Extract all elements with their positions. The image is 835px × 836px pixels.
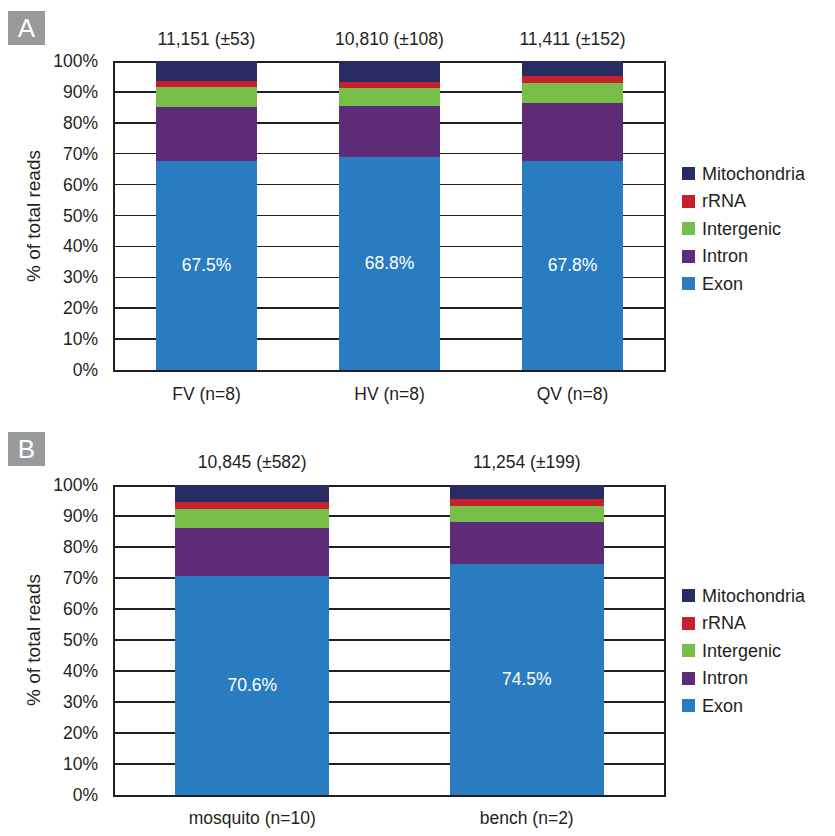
legend-label: Mitochondria bbox=[702, 587, 805, 605]
bar-hv-n-8: 68.8% bbox=[339, 61, 441, 370]
y-axis-tick: 10% bbox=[0, 329, 98, 349]
legend-label: Exon bbox=[702, 275, 743, 293]
intron-segment bbox=[156, 107, 258, 161]
intergenic-segment bbox=[339, 88, 441, 106]
rrna-swatch-icon bbox=[682, 195, 695, 208]
legend-item-mitochondria: Mitochondria bbox=[682, 582, 805, 610]
mitochondria-segment bbox=[156, 61, 258, 81]
legend-label: rRNA bbox=[702, 614, 746, 632]
legend-item-intron: Intron bbox=[682, 665, 805, 693]
x-axis-label-bench-n-2: bench (n=2) bbox=[480, 808, 574, 828]
y-axis-tick: 50% bbox=[0, 206, 98, 226]
y-axis-tick: 100% bbox=[0, 51, 98, 71]
exon-swatch-icon bbox=[682, 277, 695, 290]
y-axis-tick: 20% bbox=[0, 298, 98, 318]
rrna-segment bbox=[175, 502, 329, 509]
exon-percent-label: 70.6% bbox=[175, 677, 329, 695]
exon-percent-label: 67.8% bbox=[522, 257, 624, 275]
x-axis-label-hv-n-8: HV (n=8) bbox=[354, 384, 425, 404]
intergenic-segment bbox=[156, 87, 258, 107]
plot-area: 70.6% 74.5% bbox=[113, 485, 666, 797]
y-axis-tick: 30% bbox=[0, 267, 98, 287]
legend-label: rRNA bbox=[702, 192, 746, 210]
exon-percent-label: 74.5% bbox=[450, 671, 604, 689]
intron-swatch-icon bbox=[682, 250, 695, 263]
bar-total-annotation: 11,151 (±53) bbox=[158, 29, 256, 49]
y-axis-tick: 60% bbox=[0, 599, 98, 619]
legend: Mitochondria rRNA Intergenic Intron Exon bbox=[682, 160, 805, 298]
legend-label: Intron bbox=[702, 247, 748, 265]
legend-item-rrna: rRNA bbox=[682, 610, 805, 638]
intergenic-segment bbox=[175, 509, 329, 528]
legend-label: Exon bbox=[702, 697, 743, 715]
bar-total-annotation: 10,810 (±108) bbox=[335, 29, 444, 49]
mitochondria-segment bbox=[522, 61, 624, 76]
y-axis-tick: 80% bbox=[0, 537, 98, 557]
rrna-swatch-icon bbox=[682, 617, 695, 630]
intron-segment bbox=[175, 528, 329, 576]
legend-label: Mitochondria bbox=[702, 165, 805, 183]
legend-item-mitochondria: Mitochondria bbox=[682, 160, 805, 188]
intergenic-segment bbox=[522, 83, 624, 103]
legend-item-exon: Exon bbox=[682, 692, 805, 720]
rrna-segment bbox=[339, 82, 441, 88]
intergenic-swatch-icon bbox=[682, 222, 695, 235]
intron-segment bbox=[522, 103, 624, 160]
y-axis-tick: 90% bbox=[0, 506, 98, 526]
y-axis-tick: 80% bbox=[0, 113, 98, 133]
mitochondria-segment bbox=[450, 485, 604, 499]
intergenic-segment bbox=[450, 506, 604, 522]
legend-label: Intron bbox=[702, 669, 748, 687]
mitochondria-segment bbox=[339, 61, 441, 82]
y-axis-tick: 50% bbox=[0, 630, 98, 650]
bar-qv-n-8: 67.8% bbox=[522, 61, 624, 370]
y-axis-tick: 70% bbox=[0, 568, 98, 588]
legend-item-rrna: rRNA bbox=[682, 188, 805, 216]
y-axis-tick: 0% bbox=[0, 360, 98, 380]
exon-percent-label: 68.8% bbox=[339, 255, 441, 273]
y-axis-tick: 0% bbox=[0, 785, 98, 805]
bar-bench-n-2: 74.5% bbox=[450, 485, 604, 795]
x-axis-label-qv-n-8: QV (n=8) bbox=[537, 384, 609, 404]
y-axis-tick: 30% bbox=[0, 692, 98, 712]
mitochondria-segment bbox=[175, 485, 329, 502]
y-axis-tick: 90% bbox=[0, 82, 98, 102]
mitochondria-swatch-icon bbox=[682, 167, 695, 180]
y-axis-tick: 40% bbox=[0, 661, 98, 681]
intron-swatch-icon bbox=[682, 672, 695, 685]
legend-item-intergenic: Intergenic bbox=[682, 637, 805, 665]
bar-total-annotation: 10,845 (±582) bbox=[198, 452, 307, 472]
legend-label: Intergenic bbox=[702, 642, 781, 660]
rrna-segment bbox=[522, 76, 624, 83]
y-axis-tick: 20% bbox=[0, 723, 98, 743]
y-axis-tick: 10% bbox=[0, 754, 98, 774]
legend: Mitochondria rRNA Intergenic Intron Exon bbox=[682, 582, 805, 720]
legend-item-intron: Intron bbox=[682, 243, 805, 271]
y-axis-tick: 60% bbox=[0, 175, 98, 195]
bar-fv-n-8: 67.5% bbox=[156, 61, 258, 370]
intron-segment bbox=[450, 522, 604, 564]
panel-b-label: B bbox=[8, 432, 45, 466]
y-axis-tick: 70% bbox=[0, 144, 98, 164]
mitochondria-swatch-icon bbox=[682, 589, 695, 602]
panel-a-label: A bbox=[8, 11, 45, 45]
legend-label: Intergenic bbox=[702, 220, 781, 238]
x-axis-label-mosquito-n-10: mosquito (n=10) bbox=[189, 808, 316, 828]
exon-percent-label: 67.5% bbox=[156, 257, 258, 275]
intergenic-swatch-icon bbox=[682, 644, 695, 657]
plot-area: 67.5% 68.8% 67.8% bbox=[113, 61, 666, 372]
x-axis-label-fv-n-8: FV (n=8) bbox=[172, 384, 241, 404]
y-axis-tick: 100% bbox=[0, 475, 98, 495]
intron-segment bbox=[339, 106, 441, 157]
rrna-segment bbox=[156, 81, 258, 87]
bar-mosquito-n-10: 70.6% bbox=[175, 485, 329, 795]
y-axis-tick: 40% bbox=[0, 236, 98, 256]
legend-item-exon: Exon bbox=[682, 270, 805, 298]
bar-total-annotation: 11,411 (±152) bbox=[519, 29, 625, 49]
exon-swatch-icon bbox=[682, 699, 695, 712]
rrna-segment bbox=[450, 499, 604, 506]
legend-item-intergenic: Intergenic bbox=[682, 215, 805, 243]
bar-total-annotation: 11,254 (±199) bbox=[473, 452, 581, 472]
